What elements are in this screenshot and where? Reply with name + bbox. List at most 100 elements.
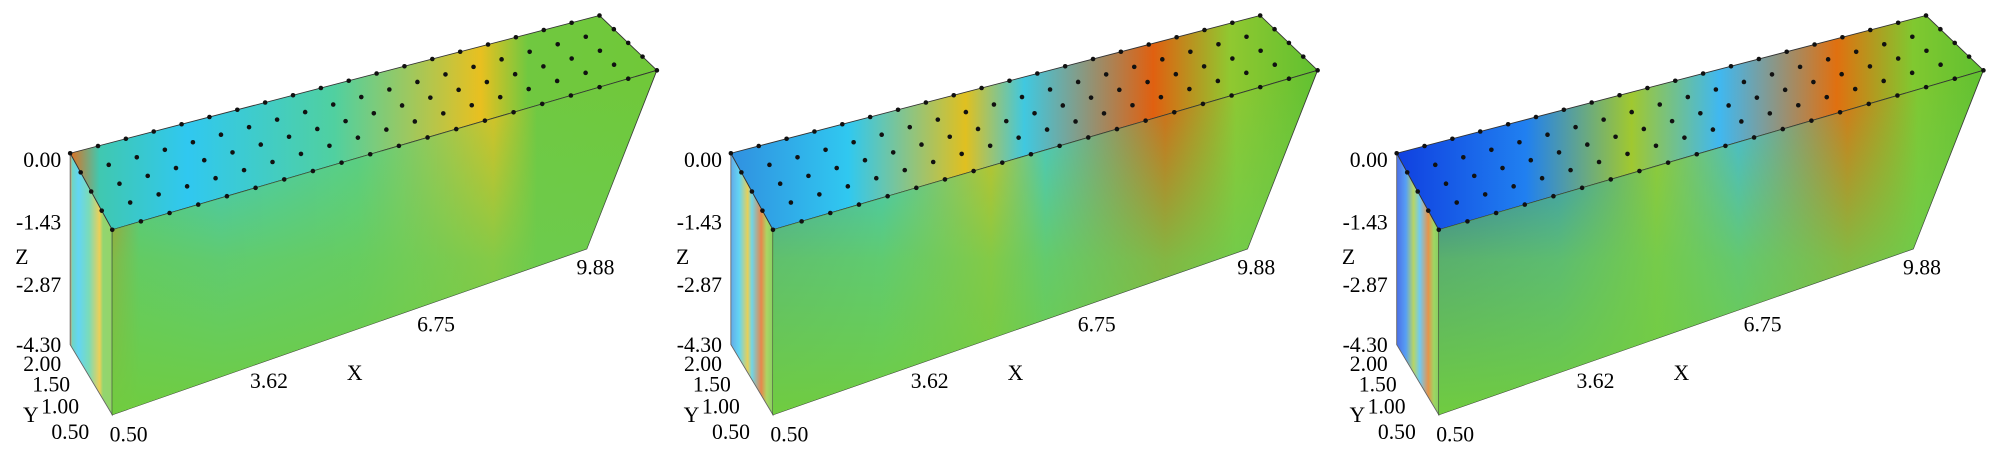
electrode xyxy=(485,42,491,47)
electrode xyxy=(527,49,532,55)
axis-text: 0.50 xyxy=(1436,422,1474,446)
electrode xyxy=(1825,57,1831,62)
electrode xyxy=(511,109,516,115)
electrode xyxy=(443,72,448,77)
electrode xyxy=(1895,20,1901,26)
electrode xyxy=(1780,126,1786,132)
electrode xyxy=(856,202,862,207)
electrode xyxy=(1910,34,1915,40)
electrode xyxy=(959,151,964,157)
electrode xyxy=(1952,76,1958,82)
electrode xyxy=(1837,109,1843,115)
electrode xyxy=(1272,26,1277,32)
electrode xyxy=(1216,41,1221,47)
electrode xyxy=(262,100,268,105)
axis-text: 1.50 xyxy=(693,373,731,397)
electrode xyxy=(1601,117,1606,122)
electrode xyxy=(195,202,201,207)
electrode xyxy=(1188,49,1193,55)
axis-text: 0.50 xyxy=(110,422,148,446)
electrode xyxy=(1726,103,1731,108)
electrode xyxy=(979,85,984,91)
electrode xyxy=(1114,126,1120,132)
electrode xyxy=(67,150,73,156)
electrode xyxy=(440,111,446,116)
electrode xyxy=(1085,135,1091,140)
electrode xyxy=(1461,155,1466,160)
electrode xyxy=(1568,167,1573,173)
electrode xyxy=(1795,102,1801,108)
electrode xyxy=(1500,165,1505,171)
electrode xyxy=(224,193,230,199)
electrode xyxy=(1286,76,1292,82)
electrode xyxy=(415,79,420,85)
electrode xyxy=(298,151,304,157)
electrode xyxy=(1952,40,1958,46)
electrode xyxy=(1422,143,1427,149)
electrode xyxy=(1073,119,1078,124)
electrode xyxy=(367,151,373,157)
electrode xyxy=(1625,151,1630,157)
electrode xyxy=(1047,87,1053,92)
electrode xyxy=(95,143,101,149)
electrode xyxy=(777,181,783,186)
electrode xyxy=(1145,79,1150,85)
electrode xyxy=(625,40,631,46)
electrode xyxy=(879,132,884,137)
axis-text: 9.88 xyxy=(1237,255,1275,279)
electrode xyxy=(728,150,734,156)
axis-text: Y xyxy=(1349,403,1365,427)
electrode xyxy=(355,135,361,140)
electrode xyxy=(739,170,744,175)
electrode xyxy=(795,155,800,160)
axis-text: 1.50 xyxy=(32,373,70,397)
axis-text: Z xyxy=(15,245,28,269)
electrode xyxy=(1665,160,1671,165)
electrode xyxy=(1741,79,1747,85)
electrode xyxy=(109,227,115,233)
electrode xyxy=(923,100,929,105)
electrode xyxy=(1645,85,1650,91)
electrode xyxy=(1062,63,1068,69)
electrode xyxy=(134,155,140,160)
electrode xyxy=(1938,26,1943,32)
axis-text: -4.30 xyxy=(1343,333,1388,357)
electrode xyxy=(207,114,212,120)
electrode xyxy=(270,159,275,165)
electrode xyxy=(1867,64,1873,69)
electrode xyxy=(1866,101,1872,107)
electrode xyxy=(873,175,879,181)
electrode xyxy=(138,219,144,224)
electrode xyxy=(1641,126,1647,132)
electrode xyxy=(1201,64,1207,69)
electrode xyxy=(947,134,953,140)
electrode xyxy=(1131,64,1137,70)
electrode xyxy=(1257,84,1263,90)
electrode xyxy=(975,126,981,132)
axis-text: 9.88 xyxy=(1903,255,1941,279)
electrode xyxy=(1698,111,1703,116)
electrode xyxy=(999,160,1005,165)
electrode xyxy=(1784,49,1790,55)
electrode xyxy=(453,126,459,132)
axis-text: 2.00 xyxy=(1350,352,1388,376)
electrode xyxy=(1966,54,1972,59)
electrode xyxy=(1585,142,1590,147)
electrode xyxy=(302,109,308,115)
electrode xyxy=(1511,184,1516,189)
electrode xyxy=(1853,49,1859,55)
axis-text: 3.62 xyxy=(1577,369,1615,393)
electrode xyxy=(1404,170,1410,175)
electrode xyxy=(987,143,993,149)
electrode xyxy=(1143,118,1148,123)
electrode xyxy=(1767,111,1773,116)
electrode xyxy=(1713,87,1719,92)
electrode xyxy=(156,192,161,197)
electrode xyxy=(1244,70,1249,76)
electrode xyxy=(310,168,316,174)
electrode xyxy=(935,117,941,122)
electrode xyxy=(1539,175,1545,181)
electrode xyxy=(1629,109,1634,115)
electrode xyxy=(851,139,856,145)
